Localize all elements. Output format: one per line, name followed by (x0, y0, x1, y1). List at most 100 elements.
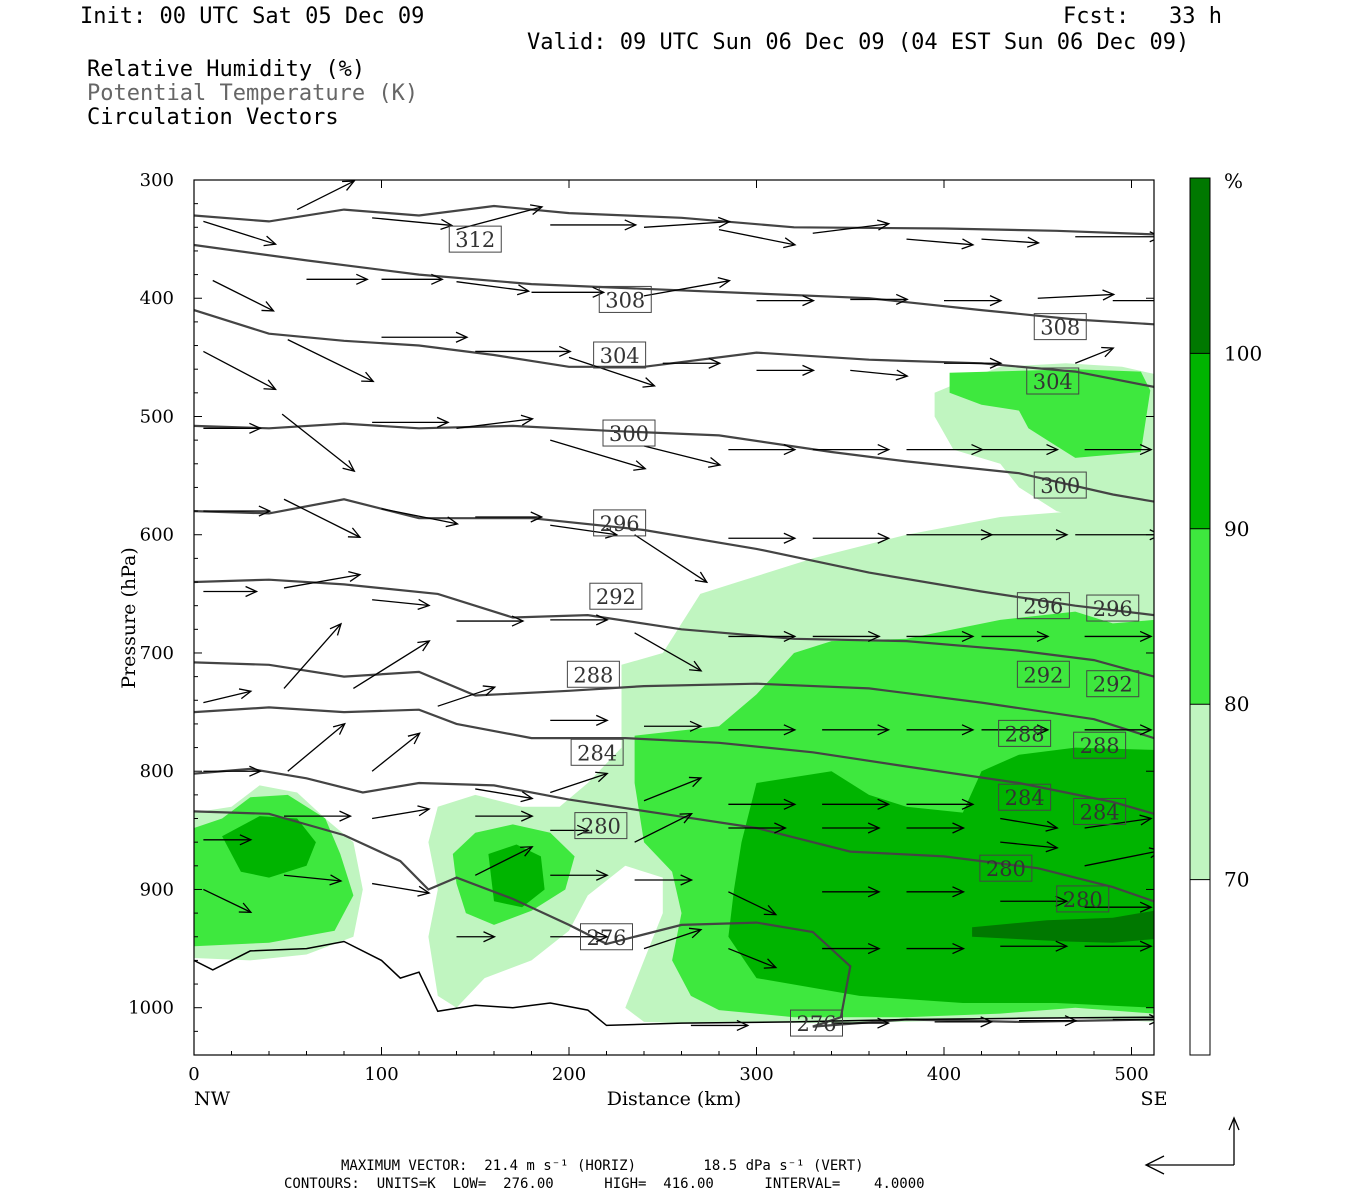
circulation-vector (283, 498, 362, 538)
circulation-vector (944, 357, 1003, 369)
svg-text:280: 280 (581, 815, 621, 839)
contour-label: 296 (593, 509, 647, 537)
circulation-vector (475, 511, 544, 523)
axes: 0 100 200 300 400 500 300 400 500 600 700 800 900 100… (128, 170, 1154, 1085)
circulation-vector (906, 822, 966, 834)
circulation-vector (728, 891, 778, 916)
circulation-vector (1084, 724, 1153, 736)
contour-label: 284 (998, 783, 1052, 811)
circulation-vector (456, 414, 535, 429)
circulation-vector (812, 444, 891, 456)
circulation-vector (203, 888, 253, 913)
contour-label: 312 (448, 225, 502, 253)
svg-text:292: 292 (596, 585, 636, 609)
theta-contour-296 (194, 498, 1154, 617)
legend-vectors: Circulation Vectors (87, 105, 339, 130)
svg-text:300: 300 (609, 422, 649, 446)
y-tick-label: 900 (140, 879, 174, 900)
svg-text:296: 296 (1093, 597, 1133, 621)
colorbar-frame (1189, 177, 1211, 1056)
contour-label: 292 (1086, 670, 1140, 698)
y-tick-label: 300 (140, 170, 174, 191)
x-axis-title: Distance (km) (607, 1088, 742, 1110)
circulation-vector (1084, 814, 1153, 829)
svg-text:304: 304 (600, 344, 640, 368)
circulation-vector (643, 927, 703, 950)
circulation-vector (306, 273, 369, 285)
contour-label: 308 (598, 285, 652, 313)
contour-label: 300 (1033, 471, 1087, 499)
theta-contour-284 (194, 706, 1154, 815)
theta-contour-276 (194, 810, 1154, 1028)
colorbar-label: 100 (1224, 341, 1262, 365)
theta-contour-308 (194, 243, 1154, 326)
svg-text:300: 300 (1040, 474, 1080, 498)
colorbar-label: 70 (1224, 868, 1249, 892)
circulation-vector (643, 277, 732, 297)
circulation-vector (296, 180, 356, 211)
x-tick-label: 500 (1114, 1064, 1148, 1085)
circulation-vector (728, 822, 787, 834)
y-tick-label: 500 (140, 406, 174, 427)
circulation-vector (550, 869, 609, 881)
circulation-vector (372, 805, 431, 820)
circulation-vector (353, 640, 431, 689)
x-tick-label: 200 (552, 1064, 586, 1085)
svg-text:284: 284 (577, 741, 617, 765)
circulation-vector (550, 931, 609, 943)
circulation-vector (1075, 346, 1115, 364)
colorbar-label: 80 (1224, 692, 1249, 716)
circulation-vector (550, 524, 619, 539)
circulation-vector (284, 810, 353, 822)
circulation-vector (203, 765, 262, 777)
contour-label: 280 (574, 812, 628, 840)
contour-label: 292 (589, 582, 643, 610)
contour-label: 304 (1026, 367, 1080, 395)
svg-text:308: 308 (605, 288, 645, 312)
contour-label: 276 (790, 1009, 843, 1037)
init-time: Init: 00 UTC Sat 05 Dec 09 (80, 4, 425, 29)
circulation-vector (1084, 940, 1153, 952)
terrain-surface (194, 940, 1154, 1027)
forecast-hour: Fcst: 33 h (1063, 4, 1222, 29)
circulation-vector (756, 364, 816, 376)
circulation-vector (812, 219, 891, 234)
circulation-vector (568, 356, 656, 388)
circulation-vector (644, 720, 703, 732)
circulation-vector (550, 824, 590, 836)
svg-text:292: 292 (1093, 673, 1133, 697)
circulation-vector (662, 357, 722, 369)
circulation-vector (381, 508, 460, 528)
circulation-vector (212, 279, 275, 312)
circulation-vector (1000, 940, 1069, 952)
colorbar-swatch (1190, 178, 1210, 354)
reference-vector-icon (1144, 1116, 1240, 1175)
circulation-vector (643, 445, 722, 468)
circulation-vector (1084, 630, 1153, 643)
y-tick-label: 700 (140, 643, 174, 664)
contour-label: 288 (998, 719, 1052, 747)
colorbar-swatch (1190, 528, 1210, 705)
rh-region-90 (728, 747, 1154, 1008)
x-tick-label: 0 (188, 1064, 199, 1085)
colorbar-swatch (1190, 353, 1210, 529)
contour-label: 288 (566, 660, 620, 688)
circulation-vector (1000, 895, 1069, 907)
svg-text:280: 280 (986, 857, 1026, 881)
circulation-vector (643, 776, 703, 802)
circulation-vector (728, 798, 797, 810)
svg-text:288: 288 (1080, 734, 1120, 758)
circulation-vector (728, 630, 797, 643)
contour-label: 280 (979, 854, 1033, 882)
theta-contour-280 (194, 767, 1154, 903)
colorbar-label: 90 (1224, 517, 1249, 541)
circulation-vector (812, 532, 891, 544)
circulation-vector (456, 931, 497, 943)
circulation-vector (550, 771, 609, 794)
circulation-vector (372, 882, 431, 897)
circulation-vector (643, 216, 732, 228)
circulation-vector (372, 416, 450, 428)
circulation-vector (381, 331, 469, 343)
valid-time: Valid: 09 UTC Sun 06 Dec 09 (04 EST Sun … (527, 30, 1190, 55)
